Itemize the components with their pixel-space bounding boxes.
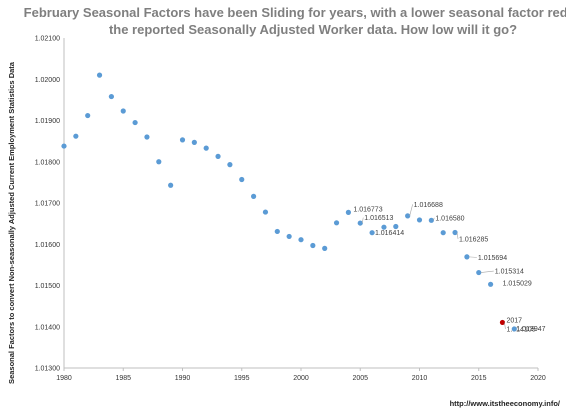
data-point [191,139,197,145]
data-point [440,230,446,236]
data-label-leader [361,217,364,224]
data-label: 1.016414 [375,230,404,237]
x-tick-label: 2005 [352,375,368,382]
y-tick-label: 1.01500 [35,283,60,290]
data-label-leader [433,217,435,221]
data-point [381,224,387,230]
data-point [120,108,126,114]
data-point [274,228,280,235]
data-point [215,153,221,159]
y-tick-label: 1.01300 [35,366,60,373]
y-tick-label: 1.01600 [35,242,60,249]
data-point [251,193,257,199]
data-point [262,209,269,215]
data-point [322,245,328,251]
data-point [488,281,494,287]
data-label: 1.016513 [364,215,393,222]
data-point [132,119,138,126]
y-tick-label: 1.02000 [35,77,60,84]
data-point [85,112,91,119]
data-point [203,145,209,151]
data-label: 1.015694 [478,255,507,262]
data-label-leader [456,232,459,240]
data-point [61,143,67,149]
y-axis-label: Seasonal Factors to convert Non-seasonal… [7,61,16,384]
data-point [428,217,434,223]
data-point [73,133,79,139]
data-label: 1.015029 [503,280,532,287]
data-point [345,209,351,215]
chart-title-line-1: February Seasonal Factors have been Slid… [24,5,566,20]
x-tick-label: 2015 [471,375,487,382]
data-label: 1.016285 [459,236,488,243]
data-label-leader [409,204,413,216]
data-point [310,242,316,249]
x-tick-label: 2020 [530,375,546,382]
data-point [369,230,375,236]
data-point [476,269,482,276]
data-label-leader [504,322,506,329]
data-label: 1.016688 [414,202,443,209]
data-point [144,134,150,140]
data-point [96,72,103,78]
data-label: 1.016773 [353,206,382,213]
data-point [286,233,292,240]
y-tick-label: 1.01400 [35,324,60,331]
data-point [298,237,304,243]
data-point [393,223,399,230]
data-label: 1.015314 [495,269,524,276]
data-point [108,93,114,100]
x-tick-label: 1990 [175,375,191,382]
data-label: 1.013947 [516,326,545,333]
data-point [464,254,470,260]
data-point [357,220,363,226]
x-tick-label: 1985 [115,375,131,382]
x-tick-label: 1980 [56,375,72,382]
data-label-leader [468,256,477,258]
x-tick-label: 2000 [293,375,309,382]
data-label-year: 2017 [506,317,522,324]
data-label: 1.014105 [506,326,535,333]
data-point [239,176,245,183]
x-tick-label: 1995 [234,375,250,382]
y-tick-label: 1.01800 [35,159,60,166]
plot-area: 1.01300 1.01400 1.01500 1.01600 1.01700 1.018… [35,36,546,383]
data-point [452,229,458,236]
data-label: 1.016580 [435,215,464,222]
x-tick-label: 2010 [412,375,428,382]
y-tick-label: 1.01700 [35,201,60,208]
data-point [511,326,517,332]
data-point [405,213,411,219]
data-point [156,159,162,165]
y-tick-label: 1.01900 [35,118,60,125]
data-point [416,217,423,223]
data-point [333,220,340,226]
source-url[interactable]: http://www.itstheeconomy.info/ [450,399,561,408]
chart-title-line-2: the reported Seasonally Adjusted Worker … [109,22,517,37]
data-point [179,137,186,143]
data-point-highlight [499,319,506,326]
data-label-leader [480,270,494,273]
data-point [227,162,233,168]
data-point [168,182,174,188]
y-tick-label: 1.02100 [35,36,60,43]
